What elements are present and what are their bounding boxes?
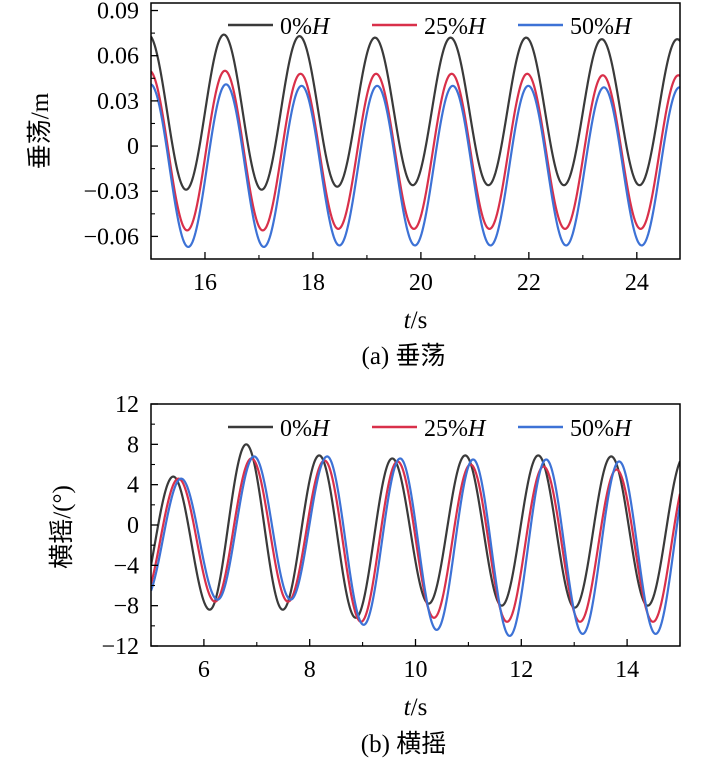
legend-label: 0%H: [280, 14, 331, 40]
legend-label: 50%H: [570, 14, 633, 40]
y-tick-label: 12: [115, 392, 139, 418]
y-tick-label: 0.09: [97, 0, 139, 25]
x-tick-label: 20: [409, 270, 433, 296]
plot-frame: [150, 2, 681, 260]
series-line-50pct: [151, 455, 680, 638]
y-tick-label: 0.06: [97, 44, 139, 70]
series-line-25pct: [151, 457, 680, 623]
x-tick-label: 10: [404, 657, 428, 683]
legend: 0%H 25%H 50%H: [228, 14, 633, 40]
y-tick-label: −0.06: [83, 224, 139, 250]
series-line-25pct: [151, 69, 680, 232]
series-group: [151, 443, 680, 638]
y-tick-label: −4: [113, 553, 139, 579]
figure-caption: (a) 垂荡: [362, 342, 446, 370]
y-axis-label: 垂荡/m: [26, 92, 54, 169]
series-line-0pct: [151, 443, 680, 619]
y-tick-label: 0: [127, 134, 139, 160]
y-tick-label: −8: [113, 594, 139, 620]
legend: 0%H 25%H 50%H: [228, 416, 633, 442]
x-axis-label: t/s: [404, 694, 428, 721]
x-tick-label: 24: [625, 270, 649, 296]
y-tick-label: 4: [127, 473, 139, 499]
x-tick-label: 6: [198, 657, 210, 683]
heave-chart: 16 18 20 22 24 0.09 0.06 0.03 0 −0.03 −0.06 t/s 垂荡/m…: [26, 0, 681, 370]
legend-label: 25%H: [424, 416, 487, 442]
legend-label: 25%H: [424, 14, 487, 40]
series-line-50pct: [151, 83, 680, 249]
x-axis-label: t/s: [404, 307, 428, 334]
y-tick-label: −12: [101, 634, 139, 660]
x-tick-label: 22: [517, 270, 541, 296]
x-tick-label: 18: [301, 270, 325, 296]
y-tick-label: −0.03: [83, 179, 139, 205]
series-group: [151, 33, 680, 249]
legend-label: 0%H: [280, 416, 331, 442]
legend-label: 50%H: [570, 416, 633, 442]
y-tick-label: 8: [127, 432, 139, 458]
y-tick-label: 0: [127, 513, 139, 539]
x-tick-label: 12: [509, 657, 533, 683]
x-tick-label: 16: [193, 270, 217, 296]
figure-caption: (b) 横摇: [361, 730, 446, 758]
x-tick-label: 14: [615, 657, 639, 683]
roll-chart: 6 8 10 12 14 12 8 4 0 −4 −8 −12 t/s 横摇/(°) (b) 横摇 0%H 25…: [48, 392, 681, 758]
y-axis-label: 横摇/(°): [48, 485, 76, 569]
x-tick-label: 8: [304, 657, 316, 683]
y-tick-label: 0.03: [97, 89, 139, 115]
series-line-0pct: [151, 33, 680, 191]
